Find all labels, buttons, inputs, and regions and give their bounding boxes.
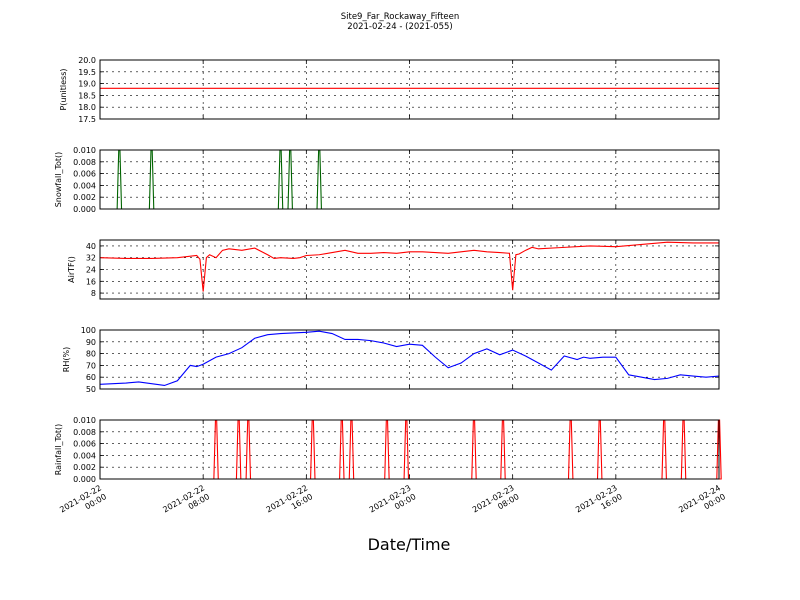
y-tick-label: 20.0 (78, 56, 96, 65)
y-tick-label: 0.004 (73, 181, 96, 190)
y-tick-label: 0.008 (73, 428, 96, 437)
y-tick-label: 90 (86, 338, 96, 347)
x-axis-label: Date/Time (368, 535, 451, 554)
y-tick-label: 17.5 (78, 115, 96, 124)
y-tick-label: 0.010 (73, 416, 96, 425)
panel-airtemp: 8 16 24 32 40 AirTF() (67, 239, 720, 300)
panel-pressure: 17.5 18.0 18.5 19.0 19.5 20.0 P(unitless) (59, 56, 720, 124)
y-tick-label: 0.004 (73, 451, 96, 460)
y-tick-label: 0.010 (73, 146, 96, 155)
y-tick-label: 70 (86, 361, 96, 370)
panel-rainfall: 0.000 0.002 0.004 0.006 0.008 0.010 Rainfall_T… (54, 416, 722, 484)
y-tick-label: 24 (86, 266, 96, 275)
y-tick-label: 32 (86, 254, 96, 263)
y-axis-label: P(unitless) (59, 68, 68, 110)
y-tick-label: 60 (86, 373, 96, 382)
y-tick-label: 40 (86, 242, 96, 251)
panel-snowfall: 0.000 0.002 0.004 0.006 0.008 0.010 Snowfall_T… (54, 146, 720, 214)
chart-title: Site9_Far_Rockaway_Fifteen (341, 12, 460, 22)
panel-rh: 50 60 70 80 90 100 RH(%) (62, 326, 720, 394)
y-axis-label: AirTF() (67, 256, 76, 283)
y-tick-label: 100 (81, 326, 96, 335)
y-axis-label: Rainfall_Tot() (54, 424, 63, 476)
y-tick-label: 18.5 (78, 91, 96, 100)
panel-frame (99, 59, 720, 120)
panel-frame (99, 239, 720, 300)
panel-frame (99, 419, 720, 480)
y-tick-label: 50 (86, 385, 96, 394)
series-line-rainfall (100, 419, 722, 480)
y-tick-label: 19.5 (78, 68, 96, 77)
y-tick-label: 8 (91, 289, 96, 298)
chart-subtitle: 2021-02-24 - (2021-055) (347, 22, 452, 32)
y-tick-label: 0.000 (73, 475, 96, 484)
y-axis-label: RH(%) (62, 347, 71, 372)
y-tick-label: 0.000 (73, 205, 96, 214)
y-tick-label: 0.006 (73, 170, 96, 179)
y-tick-label: 0.006 (73, 440, 96, 449)
series-line-rh (99, 330, 720, 387)
y-tick-label: 0.002 (73, 193, 96, 202)
y-tick-label: 18.0 (78, 103, 96, 112)
y-tick-label: 19.0 (78, 80, 96, 89)
panel-frame (99, 149, 720, 210)
y-tick-label: 0.008 (73, 158, 96, 167)
y-tick-label: 0.002 (73, 463, 96, 472)
series-line-airtemp (99, 241, 719, 292)
y-tick-label: 80 (86, 350, 96, 359)
y-tick-label: 16 (86, 277, 96, 286)
series-line-snowfall (100, 149, 719, 210)
y-axis-label: Snowfall_Tot() (54, 152, 63, 208)
panel-frame (99, 329, 720, 390)
